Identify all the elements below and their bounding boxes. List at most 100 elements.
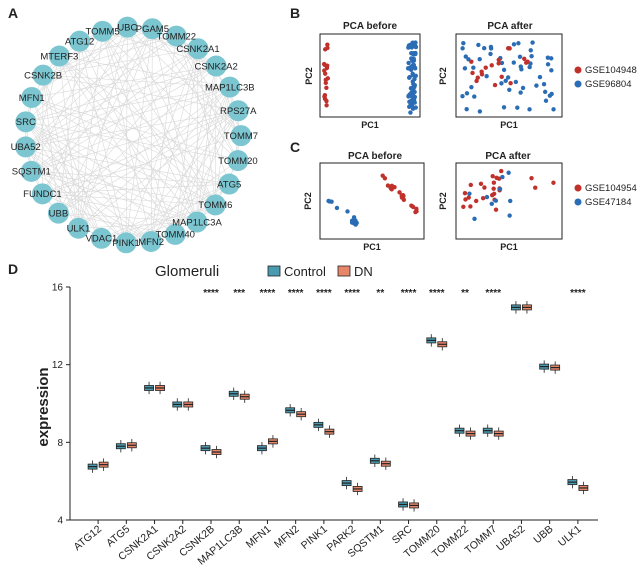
network-node-label: TOMM6 [198, 200, 232, 211]
pca-point [406, 93, 411, 98]
pca-point [484, 194, 490, 200]
pca-point [470, 70, 475, 76]
network-edge [31, 97, 230, 185]
pca-point [506, 170, 511, 175]
network-node-label: SQSTM1 [12, 167, 51, 178]
pca-point [529, 53, 534, 59]
pca-point [483, 65, 488, 70]
chart-title: Glomeruli [155, 263, 219, 280]
network-edge [125, 28, 153, 243]
network-node [230, 125, 252, 147]
network-edge [31, 31, 103, 172]
legend-b-dot-1 [574, 66, 582, 74]
pca-point [533, 185, 538, 190]
network-node-label: TOMM7 [224, 131, 258, 142]
y-tick-label: 8 [57, 438, 63, 449]
pca-point [505, 75, 511, 80]
network-edge [79, 41, 127, 243]
x-tick-label: UBB [531, 523, 555, 546]
pca-point [480, 195, 486, 201]
pca-point [461, 204, 466, 209]
pca-point [496, 57, 501, 63]
network-node [15, 136, 37, 158]
y-ticks: 4 8 12 16 [52, 283, 70, 527]
pca-point [388, 186, 394, 191]
network-edge [101, 86, 231, 239]
pca-point [477, 56, 482, 62]
pca-point [472, 94, 477, 99]
pca-point [406, 60, 411, 66]
pca-point [527, 107, 532, 112]
pca-point [511, 60, 516, 65]
network-edge [31, 171, 152, 242]
network-edge [78, 221, 198, 229]
network-edge [174, 183, 230, 235]
network-edge [59, 55, 79, 229]
pca-b-before-frame [319, 33, 421, 118]
network-node [31, 183, 53, 205]
network-node [115, 232, 137, 254]
pca-point [513, 79, 519, 85]
network-edge [43, 74, 230, 88]
pca-b-before-xlabel: PC1 [361, 120, 379, 130]
pca-point [468, 204, 473, 209]
pca-point [474, 78, 479, 84]
pca-point [324, 85, 329, 90]
pca-point [508, 198, 513, 204]
significance-label: *** [233, 288, 245, 299]
network-edge [42, 75, 59, 214]
pca-point [522, 56, 527, 62]
x-tick-label: PINK1 [299, 523, 330, 552]
pca-point [530, 40, 535, 45]
pca-point [408, 67, 414, 72]
pca-point [534, 83, 539, 88]
network-edge [25, 48, 199, 148]
network-edge [25, 121, 176, 235]
significance-label: **** [288, 288, 304, 299]
pca-point [412, 100, 417, 105]
pca-point [527, 64, 532, 70]
boxes [87, 301, 589, 512]
pca-point [462, 190, 468, 196]
pca-point [414, 206, 419, 212]
network-edge [25, 146, 102, 239]
pca-point [324, 103, 329, 108]
significance-label: **** [260, 288, 276, 299]
x-tick-label: MFN1 [244, 523, 274, 551]
network-edge [25, 110, 239, 148]
pca-point [499, 60, 505, 66]
legend-c-label-1: GSE104954 [585, 183, 637, 194]
y-tick-label: 4 [57, 516, 63, 527]
network-node-label: CSNK2A1 [176, 44, 219, 55]
pca-point [460, 93, 465, 99]
pca-point [411, 62, 416, 68]
network-node-label: MAP1LC3A [172, 217, 222, 228]
network-edges [25, 26, 242, 244]
network-edge [25, 146, 152, 242]
pca-point [484, 74, 489, 79]
pca-point [499, 168, 504, 174]
network-edge [78, 41, 80, 229]
chart-legend: Control DN [267, 264, 373, 279]
pca-point [490, 173, 495, 179]
pca-point [518, 64, 523, 69]
pca-point [413, 43, 418, 49]
network-edge [58, 65, 217, 214]
network-node-label: TOMM22 [157, 31, 196, 42]
network-node [219, 76, 241, 98]
pca-b-after-xlabel: PC1 [500, 120, 518, 130]
network-edge [25, 65, 217, 148]
network-node [20, 160, 42, 182]
network-node-label: TOMM20 [218, 156, 257, 167]
network-node [21, 86, 43, 108]
legend-swatch-dn [337, 265, 351, 277]
pca-point [479, 69, 484, 74]
pca-point [471, 65, 476, 70]
network-node-label: PGAM5 [136, 24, 169, 35]
network-node [204, 194, 226, 216]
pca-point [322, 94, 327, 99]
network-node [69, 30, 91, 52]
pca-point [528, 48, 533, 53]
pca-point [549, 56, 554, 61]
pca-point [412, 89, 417, 95]
